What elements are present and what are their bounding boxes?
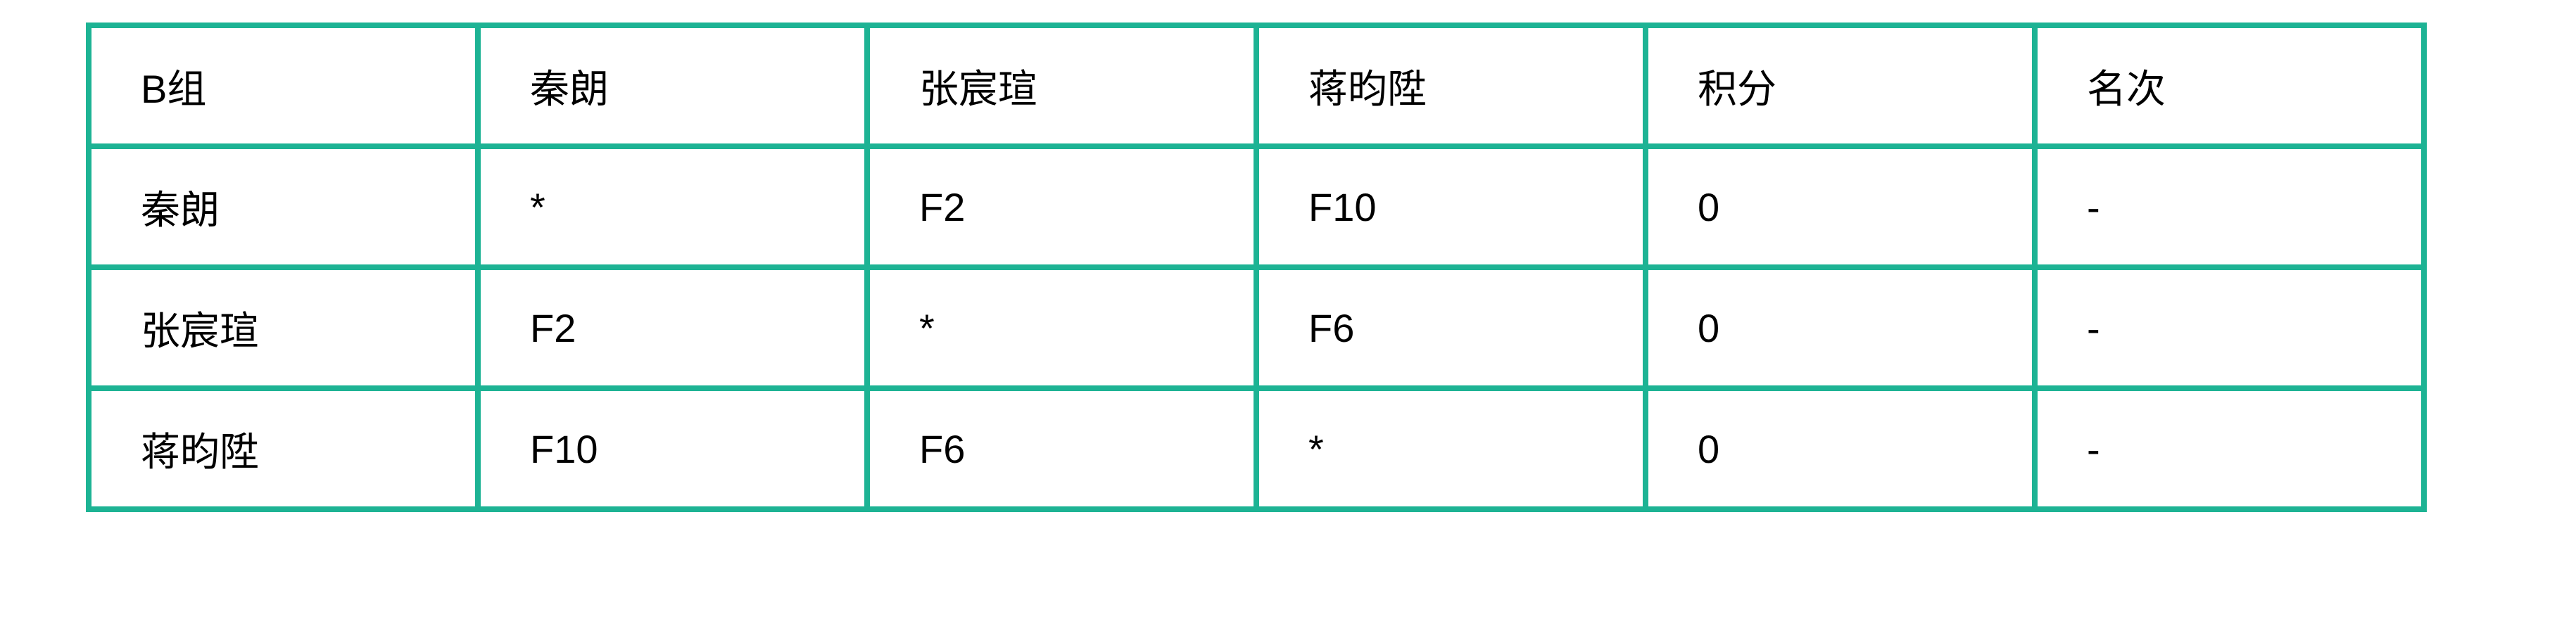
table-cell: - [2032, 264, 2427, 391]
table-cell: 张宸瑄 [86, 264, 481, 391]
table-cell: - [2032, 143, 2427, 270]
table-row: 蒋昀陞 F10 F6 * 0- [86, 385, 2427, 512]
table-cell: 秦朗 [86, 143, 481, 270]
table-cell: F2 [475, 264, 870, 391]
header-cell: 名次 [2032, 23, 2427, 149]
header-row: B组 秦朗 张宸瑄 蒋昀陞 积分 名次 [86, 23, 2427, 149]
table-cell: F10 [1254, 143, 1648, 270]
header-cell: 秦朗 [475, 23, 870, 149]
header-cell: 蒋昀陞 [1254, 23, 1648, 149]
table-cell: 0 [1643, 264, 2038, 391]
table-cell: * [864, 264, 1259, 391]
table-cell: F6 [1254, 264, 1648, 391]
table-cell: - [2032, 385, 2427, 512]
table-cell: 0 [1643, 143, 2038, 270]
table-cell: F6 [864, 385, 1259, 512]
table-cell: F2 [864, 143, 1259, 270]
header-cell: 张宸瑄 [864, 23, 1259, 149]
table-cell: F10 [475, 385, 870, 512]
table-row: 张宸瑄 F2 * F6 0- [86, 264, 2427, 391]
table-cell: 蒋昀陞 [86, 385, 481, 512]
table-cell: * [475, 143, 870, 270]
group-b-score-table: B组 秦朗 张宸瑄 蒋昀陞 积分 名次 秦朗 * F2 F10 0- 张宸瑄 F2 * F6 0- 蒋昀陞 F10… [86, 23, 2427, 512]
table-row: 秦朗 * F2 F10 0- [86, 143, 2427, 270]
header-cell: 积分 [1643, 23, 2038, 149]
table-cell: * [1254, 385, 1648, 512]
header-cell: B组 [86, 23, 481, 149]
table-cell: 0 [1643, 385, 2038, 512]
